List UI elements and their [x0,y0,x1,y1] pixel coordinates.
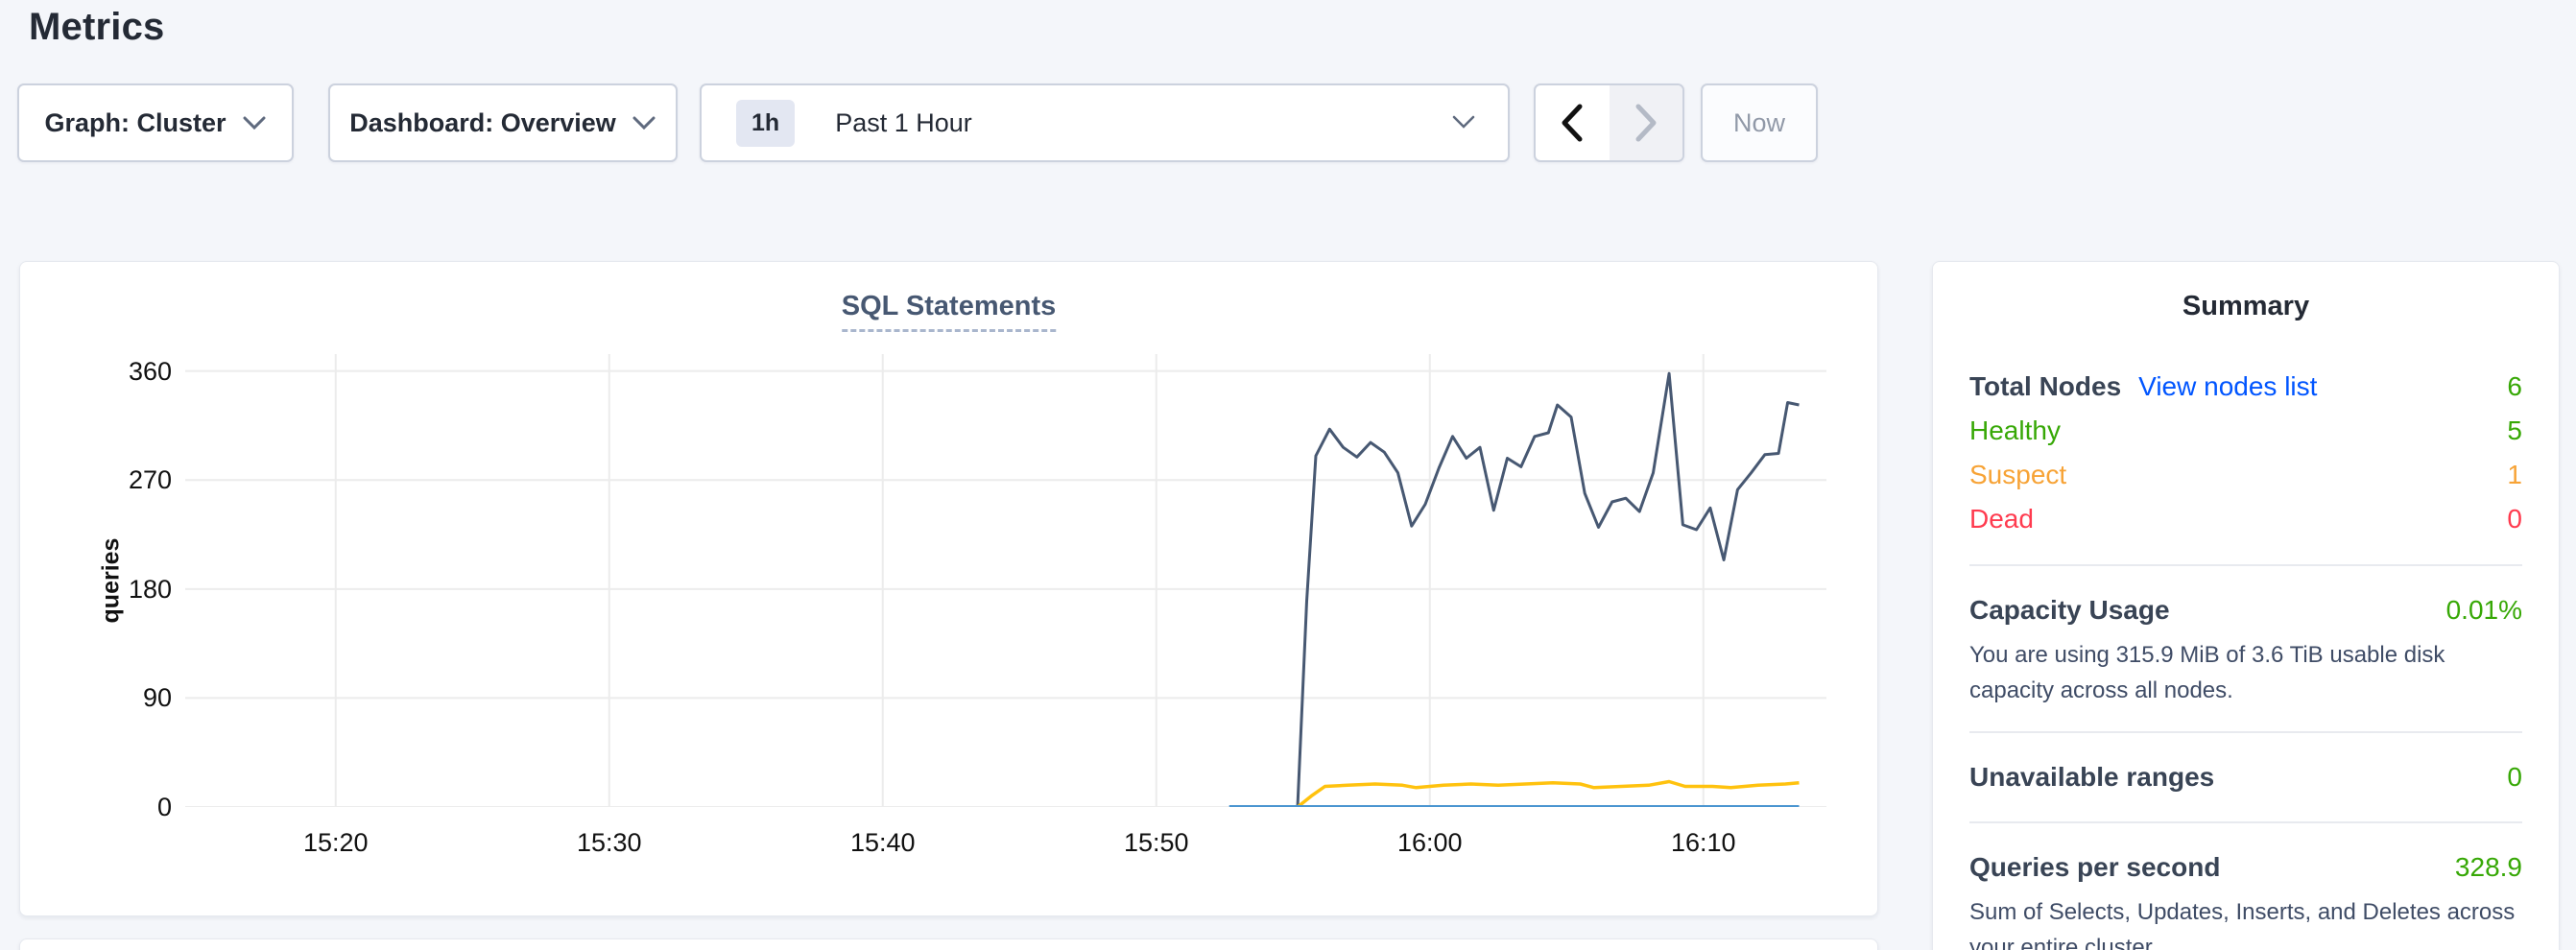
suspect-value: 1 [2507,460,2522,489]
divider [1969,564,2522,566]
dead-nodes-row: Dead 0 [1969,497,2522,541]
chevron-down-icon [1452,114,1475,130]
y-tick-label: 180 [128,574,172,604]
view-nodes-list-link[interactable]: View nodes list [2138,371,2318,401]
chevron-right-icon [1635,104,1657,142]
healthy-value: 5 [2507,416,2522,445]
y-tick-label: 360 [128,356,172,386]
divider [1969,821,2522,823]
now-button[interactable]: Now [1701,83,1818,162]
chart-plot-area[interactable] [185,354,1826,807]
time-range-badge: 1h [736,99,796,147]
dead-label: Dead [1969,504,2034,534]
x-tick-label: 15:30 [576,828,642,857]
x-tick-label: 15:50 [1123,828,1189,857]
divider [1969,731,2522,733]
capacity-usage-description: You are using 315.9 MiB of 3.6 TiB usabl… [1969,642,2445,703]
y-tick-label: 0 [156,793,172,821]
graph-dropdown[interactable]: Graph: Cluster [17,83,294,162]
series-dark-navy-line [1296,371,1800,807]
graph-dropdown-label: Graph: Cluster [44,107,227,137]
capacity-usage-row: Capacity Usage 0.01% [1969,589,2522,631]
dashboard-dropdown-label: Dashboard: Overview [349,107,616,137]
chevron-down-icon [632,114,656,131]
queries-per-second-label: Queries per second [1969,852,2221,882]
x-tick-label: 15:40 [849,828,916,857]
time-step-buttons [1534,83,1684,162]
step-forward-button[interactable] [1609,85,1682,160]
total-nodes-label: Total Nodes [1969,371,2122,401]
queries-per-second-description: Sum of Selects, Updates, Inserts, and De… [1969,899,2516,950]
total-nodes-value: 6 [2507,371,2522,401]
total-nodes-row: Total Nodes View nodes list 6 [1969,365,2522,409]
chevron-left-icon [1562,104,1583,142]
step-back-button[interactable] [1536,85,1610,160]
queries-per-second-value: 328.9 [2454,852,2522,882]
x-tick-label: 16:00 [1396,828,1463,857]
time-range-selector[interactable]: 1h Past 1 Hour [700,83,1510,162]
y-tick-label: 90 [142,683,172,713]
summary-panel: Summary Total Nodes View nodes list 6 He… [1932,261,2560,950]
sql-statements-chart-card: SQL Statements queries 0 90 180 270 360 15:2… [19,261,1878,916]
unavailable-ranges-label: Unavailable ranges [1969,762,2215,792]
page-title: Metrics [29,6,165,48]
dead-value: 0 [2507,504,2522,534]
time-range-label: Past 1 Hour [835,107,972,137]
y-tick-label: 270 [128,465,172,495]
summary-title: Summary [2182,291,2310,321]
suspect-nodes-row: Suspect 1 [1969,453,2522,497]
capacity-usage-value: 0.01% [2445,595,2522,625]
suspect-label: Suspect [1969,460,2067,489]
queries-per-second-row: Queries per second 328.9 [1969,846,2522,889]
chart-title[interactable]: SQL Statements [841,291,1057,332]
x-tick-label: 15:20 [302,828,369,857]
x-tick-label: 16:10 [1670,828,1736,857]
healthy-label: Healthy [1969,416,2061,445]
dashboard-dropdown[interactable]: Dashboard: Overview [328,83,678,162]
next-chart-card [19,938,1878,950]
chevron-down-icon [242,114,267,131]
unavailable-ranges-value: 0 [2507,762,2522,792]
capacity-usage-label: Capacity Usage [1969,595,2170,625]
healthy-nodes-row: Healthy 5 [1969,409,2522,453]
now-button-label: Now [1732,107,1785,137]
series-yellow-line [1296,779,1800,807]
unavailable-ranges-row: Unavailable ranges 0 [1969,756,2522,798]
